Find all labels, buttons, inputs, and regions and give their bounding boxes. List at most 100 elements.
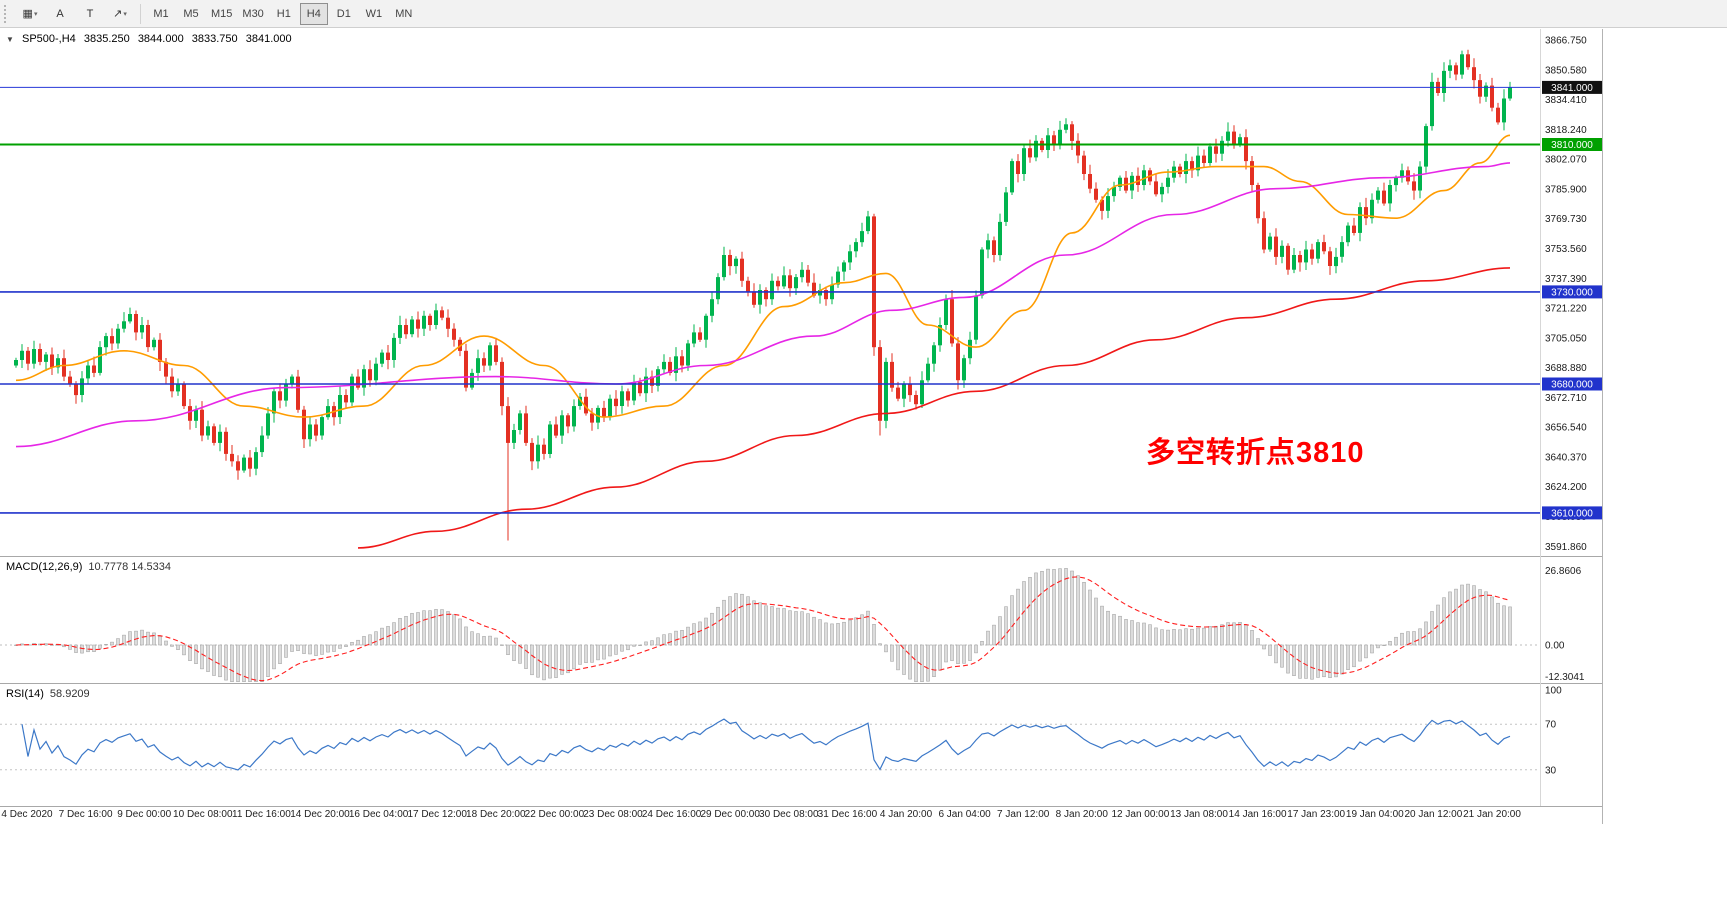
- timeframe-m1-button[interactable]: M1: [153, 7, 169, 20]
- time-axis-label: 16 Dec 04:00: [348, 809, 409, 820]
- draw-tools-button[interactable]: ↗ ▾: [106, 3, 134, 25]
- level-price-badge: 3730.000: [1542, 285, 1602, 299]
- price-axis-label: 3624.200: [1545, 482, 1587, 493]
- time-axis-label: 31 Dec 16:00: [817, 809, 878, 820]
- macd-axis-label: 0.00: [1545, 641, 1565, 652]
- rsi-current-value: 58.9209: [49, 688, 90, 700]
- dropdown-arrow-icon: ▾: [33, 10, 38, 18]
- timeframe-w1-button[interactable]: W1: [365, 7, 383, 20]
- ohlc-high: 3844.000: [137, 33, 184, 45]
- price-axis-label: 3737.390: [1545, 274, 1587, 285]
- time-axis-label: 11 Dec 16:00: [232, 809, 291, 820]
- draw-tools-icon: ↗: [113, 8, 123, 20]
- time-axis-label: 17 Dec 12:00: [407, 809, 467, 820]
- time-axis-label: 20 Jan 12:00: [1404, 809, 1463, 820]
- timeframe-h1-button[interactable]: H1: [276, 7, 291, 20]
- chart-template-icon: ▦: [22, 8, 33, 20]
- time-axis-label: 30 Dec 08:00: [759, 809, 819, 820]
- price-axis-label: 3705.050: [1545, 333, 1587, 344]
- one-click-expander-icon[interactable]: ▼: [6, 35, 14, 44]
- price-axis-label: 3769.730: [1545, 214, 1587, 225]
- text-label-icon: T: [86, 7, 94, 20]
- rsi-axis-label: 30: [1545, 765, 1557, 776]
- chart-template-button[interactable]: ▦ ▾: [16, 3, 44, 25]
- timeframe-mn-button[interactable]: MN: [395, 7, 413, 20]
- price-axis-label: 3785.900: [1545, 184, 1587, 195]
- timeframe-h4-button[interactable]: H4: [299, 2, 328, 25]
- ohlc-open: 3835.250: [83, 33, 130, 45]
- chart-title: ▼ SP500-,H4 3835.250 3844.000 3833.750 3…: [6, 33, 297, 45]
- panel-splitter[interactable]: [0, 683, 1603, 684]
- time-axis-label: 4 Dec 2020: [1, 809, 53, 820]
- rsi-indicator-canvas[interactable]: 100 70 30: [0, 684, 1603, 806]
- time-axis-label: 23 Dec 08:00: [583, 809, 643, 820]
- time-axis-label: 14 Dec 20:00: [290, 809, 350, 820]
- timeframe-m30-button[interactable]: M30: [242, 7, 264, 20]
- toolbar-icon-group: ▦ ▾ A T ↗ ▾: [16, 3, 134, 25]
- ohlc-close: 3841.000: [245, 33, 292, 45]
- time-axis-label: 8 Jan 20:00: [1055, 809, 1108, 820]
- rsi-line: [21, 718, 1511, 771]
- time-axis-label: 17 Jan 23:00: [1287, 809, 1346, 820]
- price-axis-label: 3672.710: [1545, 393, 1587, 404]
- moving-average-line: [357, 267, 1511, 549]
- svg-text:3810.000: 3810.000: [1551, 140, 1593, 151]
- time-axis-label: 29 Dec 00:00: [700, 809, 760, 820]
- macd-indicator-name: MACD(12,26,9): [6, 561, 83, 573]
- timeframe-m15-button[interactable]: M15: [211, 7, 233, 20]
- time-axis-label: 7 Dec 16:00: [58, 809, 113, 820]
- time-axis-label: 13 Jan 08:00: [1170, 809, 1228, 820]
- time-axis-label: 4 Jan 20:00: [879, 809, 933, 820]
- time-axis-label: 24 Dec 16:00: [641, 809, 702, 820]
- macd-axis-label: -12.3041: [1545, 672, 1585, 683]
- macd-label: MACD(12,26,9) 10.7778 14.5334: [6, 561, 171, 573]
- font-a-icon: A: [56, 7, 64, 20]
- rsi-axis-label: 70: [1545, 720, 1557, 731]
- price-axis-label: 3834.410: [1545, 95, 1587, 106]
- toolbar-separator: [140, 3, 141, 24]
- panel-splitter[interactable]: [0, 806, 1603, 807]
- time-axis-label: 6 Jan 04:00: [938, 809, 991, 820]
- level-price-badge: 3610.000: [1542, 506, 1602, 520]
- macd-current-values: 10.7778 14.5334: [88, 561, 172, 573]
- price-axis-label: 3850.580: [1545, 65, 1587, 76]
- price-axis-label: 3591.860: [1545, 542, 1587, 553]
- chart-annotation-text[interactable]: 多空转折点3810: [1146, 437, 1365, 469]
- svg-text:3610.000: 3610.000: [1551, 508, 1593, 519]
- current-price-badge: 3841.000: [1542, 80, 1602, 94]
- time-axis-label: 18 Dec 20:00: [466, 809, 526, 820]
- rsi-indicator-name: RSI(14): [6, 688, 44, 700]
- moving-average-line: [15, 134, 1511, 418]
- price-axis-label: 3866.750: [1545, 36, 1587, 47]
- macd-axis-label: 26.8606: [1545, 566, 1582, 577]
- price-axis-label: 3656.540: [1545, 423, 1587, 434]
- rsi-axis-label: 100: [1545, 686, 1562, 697]
- time-axis[interactable]: 4 Dec 2020 7 Dec 16:00 9 Dec 00:00 10 Dec 0…: [0, 807, 1603, 824]
- time-axis-label: 19 Jan 04:00: [1345, 809, 1404, 820]
- time-axis-label: 14 Jan 16:00: [1228, 809, 1287, 820]
- macd-signal-line: [15, 576, 1511, 682]
- panel-splitter[interactable]: [0, 556, 1603, 557]
- time-axis-label: 7 Jan 12:00: [997, 809, 1050, 820]
- toolbar-drag-handle[interactable]: [4, 4, 10, 23]
- timeframe-m5-button[interactable]: M5: [183, 7, 199, 20]
- time-axis-label: 22 Dec 00:00: [524, 809, 585, 820]
- price-axis-label: 3818.240: [1545, 125, 1587, 136]
- time-axis-label: 12 Jan 00:00: [1111, 809, 1170, 820]
- macd-indicator-canvas[interactable]: 26.8606 0.00 -12.3041: [0, 557, 1603, 683]
- toolbar: ▦ ▾ A T ↗ ▾ M1 M5 M15 M30 H1 H4 D1 W1 MN: [0, 0, 1727, 28]
- price-axis-label: 3753.560: [1545, 244, 1587, 255]
- chart-right-border: [1602, 29, 1603, 824]
- svg-text:3680.000: 3680.000: [1551, 380, 1593, 391]
- price-chart-canvas[interactable]: 3866.750 3850.580 3834.410 3818.240 3802.070…: [0, 29, 1603, 556]
- level-price-badge: 3810.000: [1542, 138, 1602, 151]
- timeframe-d1-button[interactable]: D1: [336, 7, 351, 20]
- font-a-button[interactable]: A: [46, 3, 74, 25]
- moving-average-line: [15, 162, 1511, 448]
- price-axis-label: 3640.370: [1545, 452, 1587, 463]
- svg-text:3841.000: 3841.000: [1551, 83, 1593, 94]
- time-axis-label: 9 Dec 00:00: [117, 809, 172, 820]
- chart-symbol-period: SP500-,H4: [21, 33, 76, 45]
- text-label-button[interactable]: T: [76, 3, 104, 25]
